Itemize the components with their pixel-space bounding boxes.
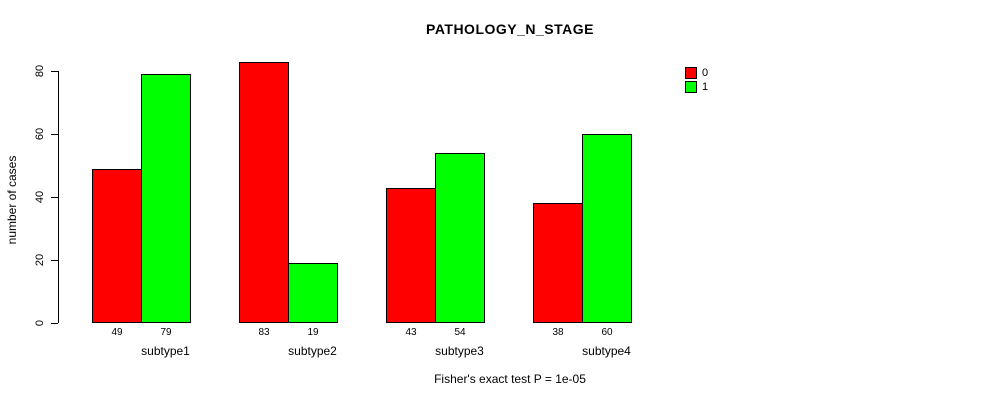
legend-item-1: 1 <box>685 80 708 94</box>
y-tick-label: 80 <box>34 64 46 78</box>
y-axis-line <box>58 71 59 323</box>
y-tick <box>51 71 58 72</box>
bar-value-label: 79 <box>160 327 172 338</box>
bar-value-label: 83 <box>258 327 270 338</box>
y-tick-label: 60 <box>34 127 46 141</box>
bar-subtype3-1 <box>435 153 485 323</box>
y-axis-label: number of cases <box>5 155 19 245</box>
y-tick-label: 0 <box>34 319 46 327</box>
y-tick <box>51 134 58 135</box>
category-label-subtype1: subtype1 <box>141 344 190 358</box>
bar-value-label: 38 <box>552 327 564 338</box>
legend-swatch-red <box>685 67 697 79</box>
legend-label-1: 1 <box>702 80 709 93</box>
bar-value-label: 19 <box>307 327 319 338</box>
bar-subtype4-1 <box>582 134 632 323</box>
bar-subtype3-0 <box>386 188 436 323</box>
bar-subtype4-0 <box>533 203 583 323</box>
y-tick <box>51 260 58 261</box>
bar-value-label: 49 <box>111 327 123 338</box>
bar-subtype1-0 <box>92 169 142 323</box>
bar-subtype2-1 <box>288 263 338 323</box>
chart-title: PATHOLOGY_N_STAGE <box>426 21 594 37</box>
category-label-subtype3: subtype3 <box>435 344 484 358</box>
bar-value-label: 43 <box>405 327 417 338</box>
legend: 0 1 <box>685 66 708 94</box>
y-tick <box>51 197 58 198</box>
bar-subtype2-0 <box>239 62 289 323</box>
category-label-subtype4: subtype4 <box>582 344 631 358</box>
bar-value-label: 60 <box>601 327 613 338</box>
category-label-subtype2: subtype2 <box>288 344 337 358</box>
bar-subtype1-1 <box>141 74 191 323</box>
y-tick-label: 40 <box>34 190 46 204</box>
bar-value-label: 54 <box>454 327 466 338</box>
legend-swatch-green <box>685 81 697 93</box>
footnote-text: Fisher's exact test P = 1e-05 <box>434 372 586 386</box>
y-tick <box>51 323 58 324</box>
legend-item-0: 0 <box>685 66 708 80</box>
legend-label-0: 0 <box>702 66 709 79</box>
y-tick-label: 20 <box>34 253 46 267</box>
